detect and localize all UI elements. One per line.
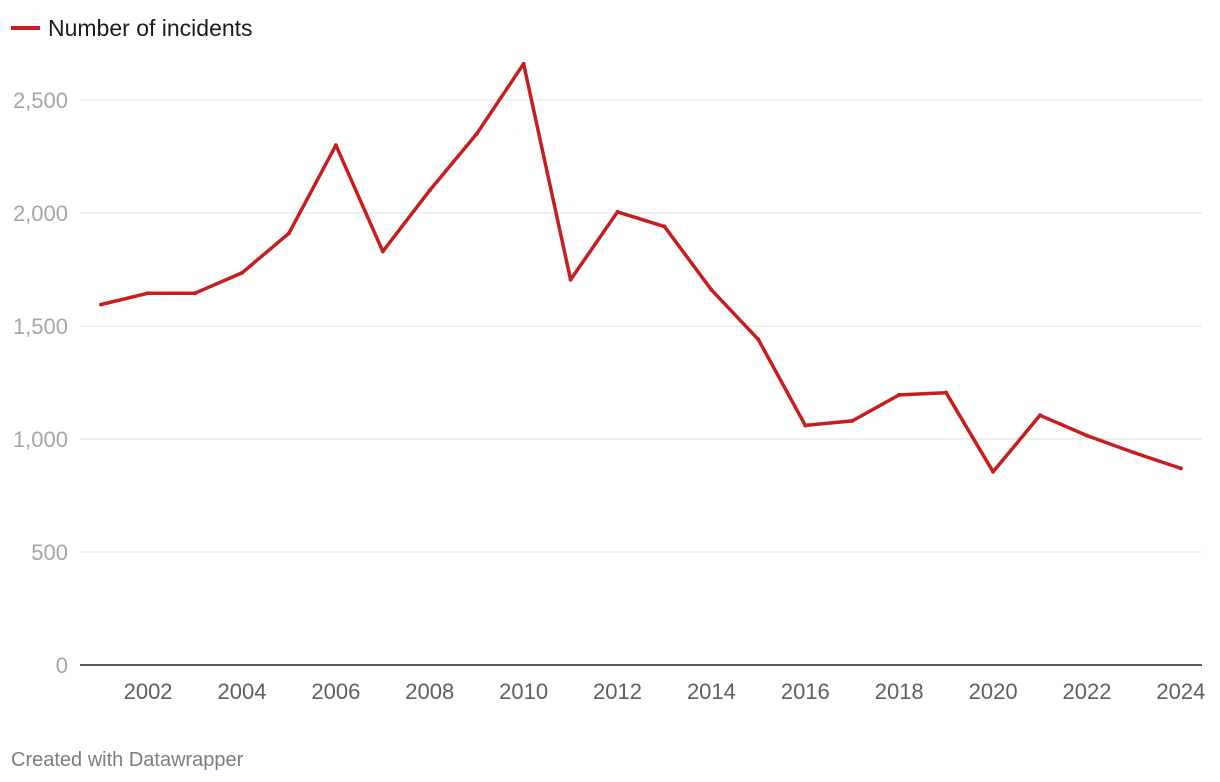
x-tick-label: 2014 [687, 679, 736, 704]
x-axis-ticks: 2002 2004 2006 2008 2010 2012 2014 2016 2018 2020… [124, 679, 1206, 704]
y-tick-label: 2,000 [13, 201, 68, 226]
data-point [333, 143, 338, 148]
data-point [193, 291, 198, 296]
data-point [474, 131, 479, 136]
x-tick-label: 2008 [405, 679, 454, 704]
data-point [99, 302, 104, 307]
y-tick-label: 2,500 [13, 88, 68, 113]
legend: Number of incidents [11, 15, 253, 41]
data-point [146, 291, 151, 296]
data-point [521, 61, 526, 66]
series-line-number-of-incidents [99, 62, 1183, 474]
data-point [803, 423, 808, 428]
series-group [99, 61, 1183, 474]
data-point [709, 287, 714, 292]
y-tick-label: 0 [56, 653, 68, 678]
data-point [615, 209, 620, 214]
x-tick-label: 2016 [781, 679, 830, 704]
x-tick-label: 2002 [124, 679, 173, 704]
x-tick-label: 2024 [1156, 679, 1205, 704]
data-point [427, 188, 432, 193]
x-tick-label: 2022 [1063, 679, 1112, 704]
data-point [380, 249, 385, 254]
x-tick-label: 2010 [499, 679, 548, 704]
data-point [662, 224, 667, 229]
x-tick-label: 2018 [875, 679, 924, 704]
x-tick-label: 2020 [969, 679, 1018, 704]
data-point [756, 337, 761, 342]
data-point [239, 270, 244, 275]
x-tick-label: 2006 [311, 679, 360, 704]
data-point [1131, 450, 1136, 455]
data-point [850, 418, 855, 423]
data-point [1178, 466, 1183, 471]
credit-text: Created with Datawrapper [11, 749, 244, 771]
grid-lines [80, 99, 1202, 553]
y-tick-label: 1,000 [13, 427, 68, 452]
y-axis-ticks: 0 500 1,000 1,500 2,000 2,500 [13, 88, 68, 678]
y-tick-label: 1,500 [13, 314, 68, 339]
x-tick-label: 2012 [593, 679, 642, 704]
y-tick-label: 500 [31, 540, 68, 565]
data-point [1038, 413, 1043, 418]
x-tick-label: 2004 [217, 679, 266, 704]
data-point [897, 392, 902, 397]
legend-label: Number of incidents [48, 15, 253, 41]
data-point [944, 390, 949, 395]
data-point [286, 231, 291, 236]
data-point [1084, 433, 1089, 438]
data-point [991, 469, 996, 474]
data-point [568, 277, 573, 282]
